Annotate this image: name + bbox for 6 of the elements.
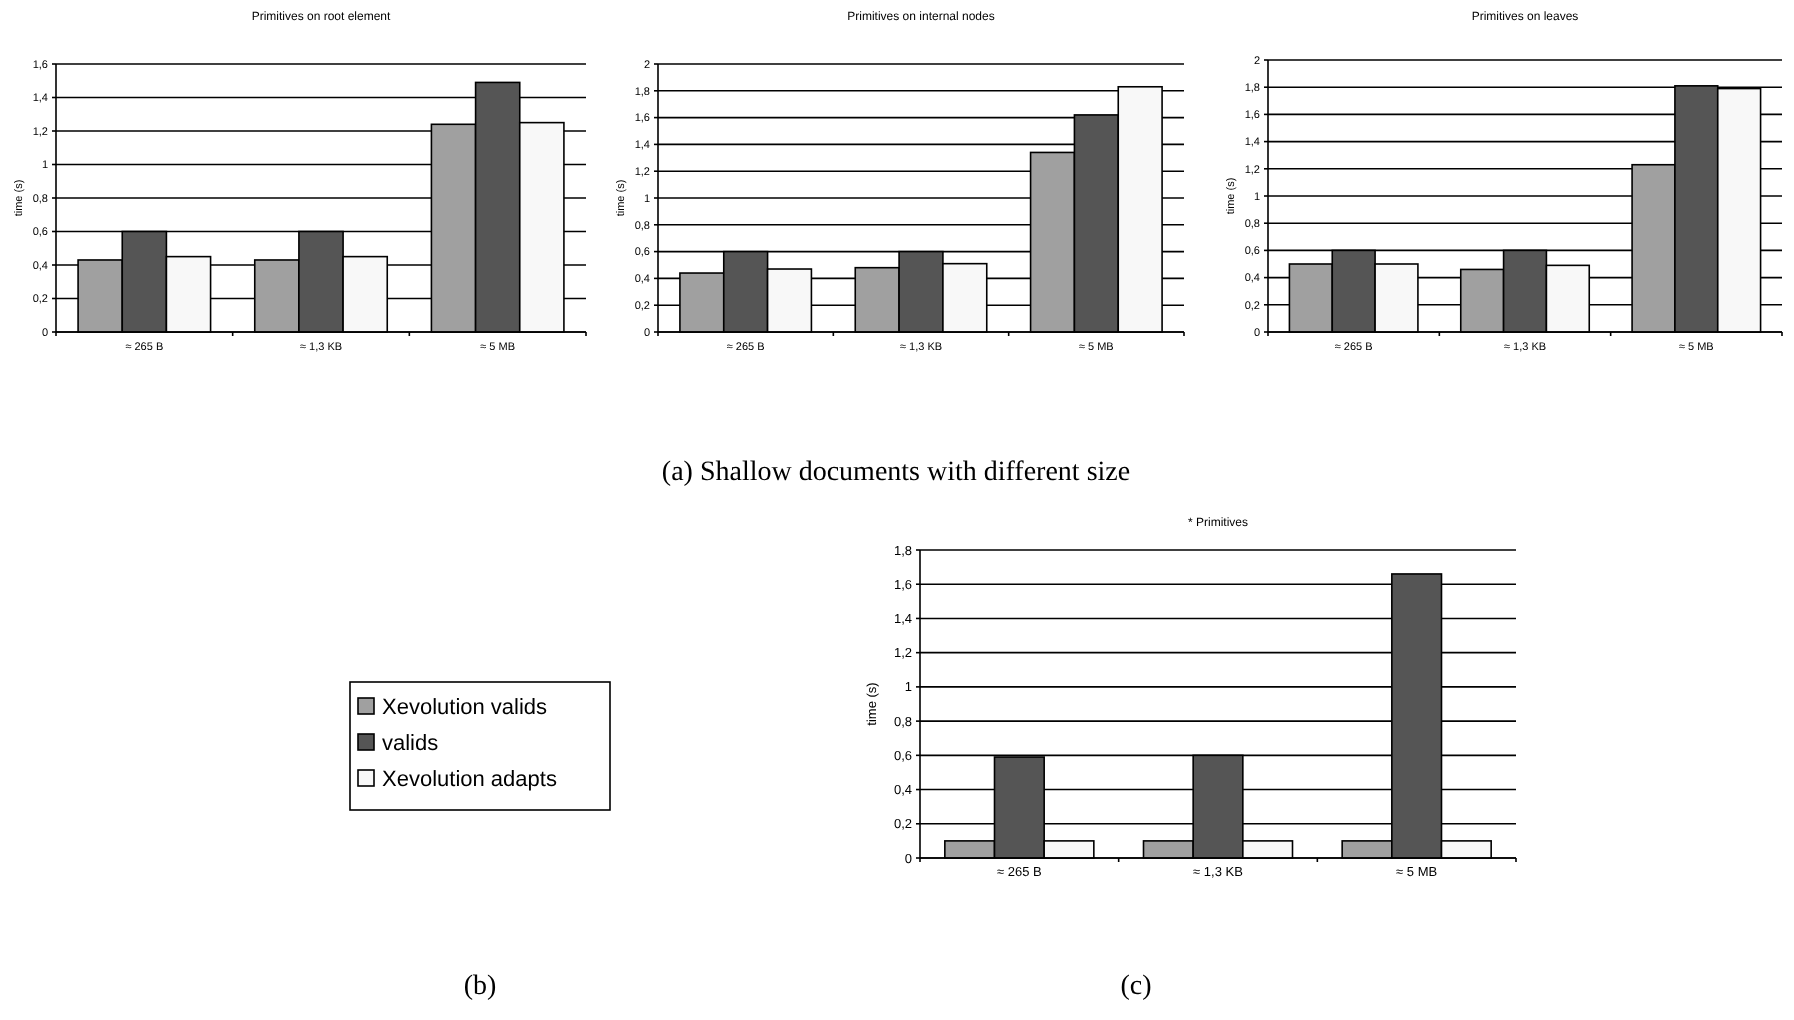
legend-label: valids bbox=[382, 731, 440, 756]
text: (b) bbox=[463, 972, 497, 1002]
legend-label: Xevolution valids bbox=[382, 695, 549, 720]
legend-label: Xevolution adapts bbox=[382, 767, 558, 792]
text: (a) Shallow documents with different size bbox=[661, 458, 1131, 488]
text: (c) bbox=[1120, 972, 1153, 1002]
